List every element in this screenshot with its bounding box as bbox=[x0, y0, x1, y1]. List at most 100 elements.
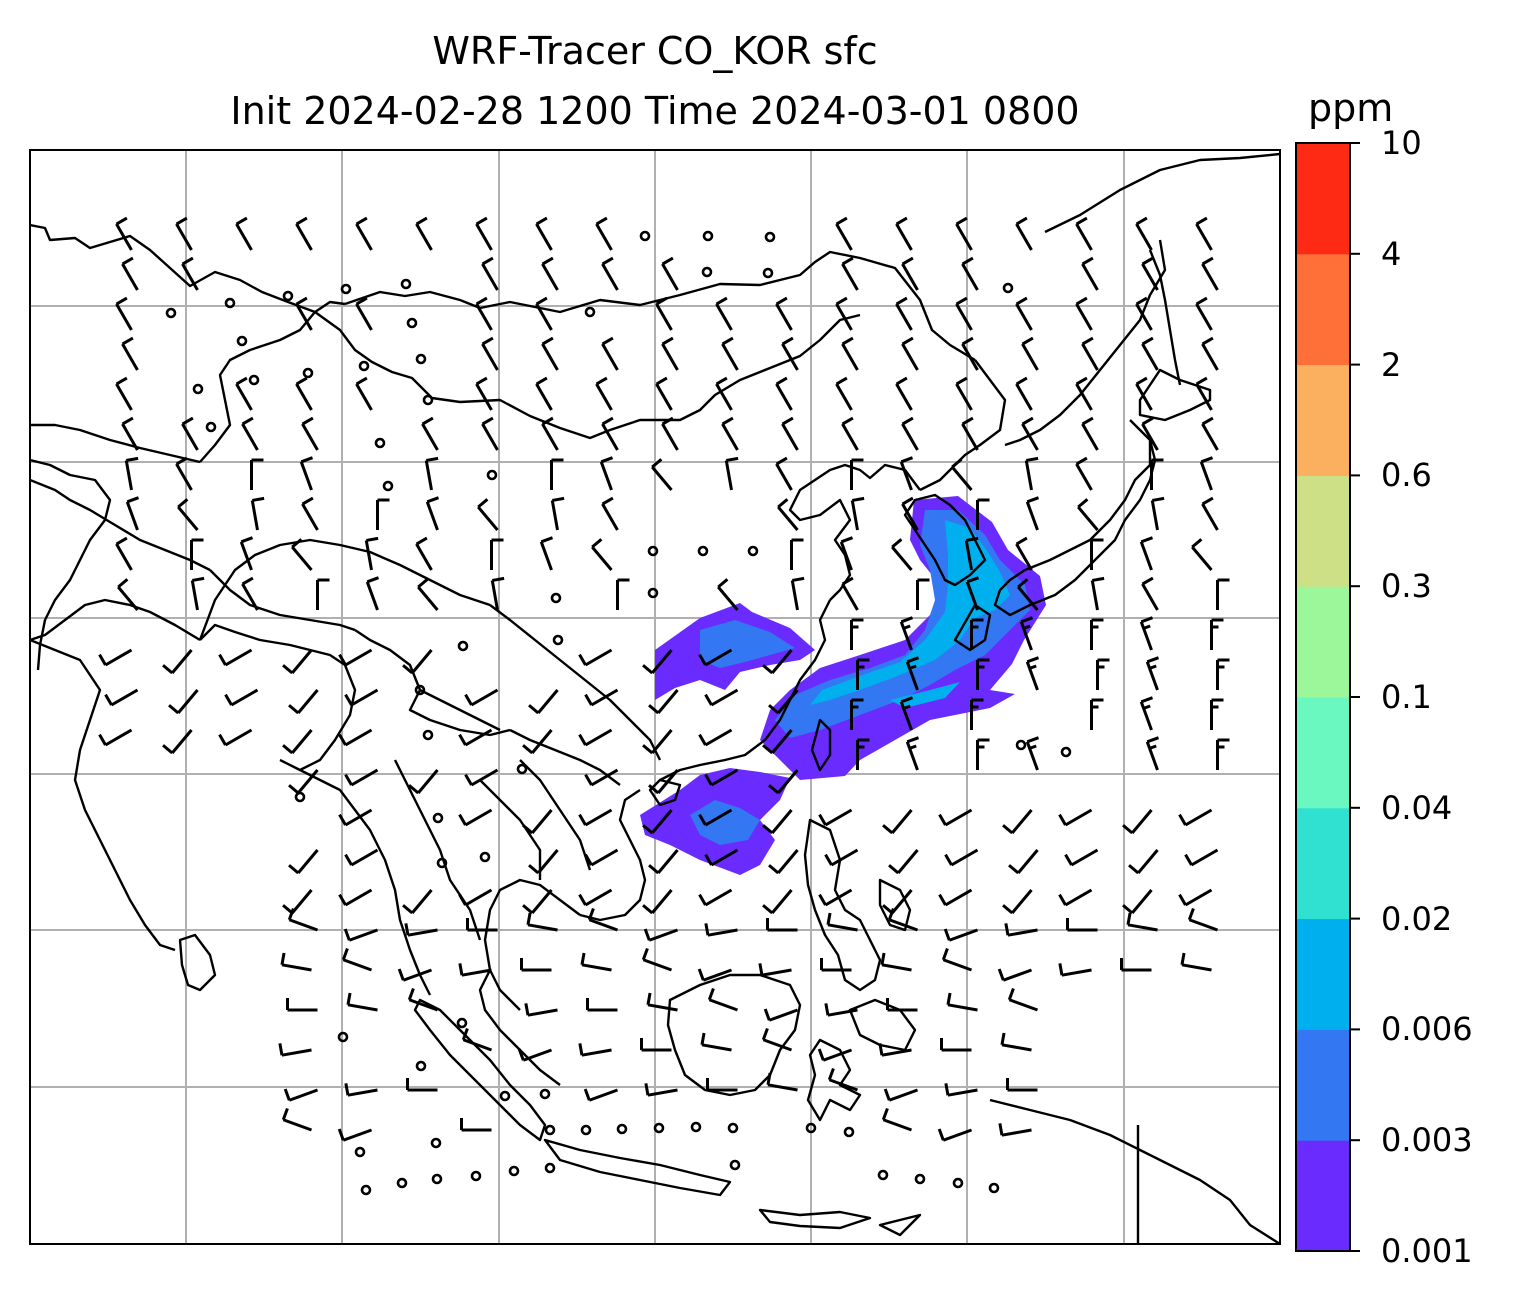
wind-barb bbox=[475, 296, 493, 331]
colorbar-segment bbox=[1296, 1140, 1350, 1252]
wind-barb bbox=[1201, 336, 1219, 371]
wind-barb bbox=[698, 888, 733, 907]
wind-barb bbox=[1180, 952, 1212, 972]
wind-barb bbox=[181, 416, 199, 451]
wind-barb bbox=[241, 416, 259, 451]
wind-barb bbox=[715, 296, 733, 331]
wind-barb bbox=[1008, 849, 1039, 875]
wind-barb bbox=[115, 536, 133, 571]
wind-barb bbox=[337, 1128, 373, 1142]
wind-barb bbox=[943, 928, 979, 942]
wind-barb bbox=[1075, 456, 1093, 491]
wind-barb bbox=[1075, 296, 1093, 331]
wind-barb bbox=[595, 376, 613, 411]
wind-barb bbox=[886, 998, 918, 1012]
wind-barb bbox=[715, 376, 733, 411]
wind-barb bbox=[239, 536, 254, 571]
wind-barb bbox=[338, 808, 373, 827]
wind-barb bbox=[241, 576, 259, 611]
wind-barb bbox=[775, 456, 793, 491]
wind-barb bbox=[706, 1078, 738, 1092]
wind-barb bbox=[1066, 918, 1098, 932]
wind-barb bbox=[899, 696, 914, 731]
calm-wind-marker bbox=[431, 1173, 443, 1185]
wind-barb bbox=[1195, 296, 1213, 331]
wind-barb bbox=[768, 849, 799, 875]
wind-barb bbox=[168, 689, 199, 715]
wind-barb bbox=[1128, 849, 1159, 875]
wind-barb bbox=[965, 576, 980, 611]
colorbar-tick-label: 2 bbox=[1381, 345, 1402, 384]
wind-barb bbox=[646, 992, 678, 1012]
wind-barb bbox=[466, 918, 498, 932]
wind-barb bbox=[698, 728, 733, 747]
coastline-segment bbox=[666, 973, 802, 1097]
colorbar-unit: ppm bbox=[1308, 86, 1394, 130]
coastline-segment bbox=[178, 933, 217, 992]
wind-barb bbox=[616, 578, 630, 610]
calm-wind-marker bbox=[360, 1184, 372, 1196]
wind-barb bbox=[824, 1003, 858, 1017]
colorbar-segment bbox=[1296, 253, 1350, 366]
wind-barb bbox=[281, 1107, 313, 1132]
coastline-segment bbox=[30, 478, 211, 572]
wind-barb bbox=[938, 888, 973, 907]
wind-barb bbox=[98, 648, 133, 667]
calm-wind-marker bbox=[690, 1121, 702, 1133]
wind-barb bbox=[162, 649, 193, 675]
wind-barb bbox=[895, 376, 913, 411]
wind-barb bbox=[817, 1048, 853, 1062]
wind-barb bbox=[528, 689, 559, 715]
wind-barb bbox=[578, 888, 613, 907]
wind-barb bbox=[901, 256, 919, 291]
calm-wind-marker bbox=[952, 1177, 964, 1189]
wind-barb bbox=[490, 538, 504, 570]
wind-barb bbox=[888, 849, 919, 875]
wind-barb bbox=[941, 947, 973, 972]
wind-barb bbox=[1024, 456, 1039, 491]
wind-barb bbox=[1081, 416, 1099, 451]
colorbar-tick-label: 0.3 bbox=[1381, 567, 1432, 606]
wind-barb bbox=[1019, 616, 1034, 651]
colorbar-tick-label: 10 bbox=[1381, 124, 1422, 162]
wind-barb bbox=[790, 538, 804, 570]
wind-barb bbox=[181, 256, 199, 291]
wind-barb bbox=[250, 496, 265, 531]
wind-barb bbox=[490, 576, 505, 611]
wind-barb bbox=[299, 456, 314, 491]
coastline-segment bbox=[810, 718, 832, 772]
wind-barb bbox=[835, 296, 853, 331]
wind-barb bbox=[288, 849, 319, 875]
wind-barb bbox=[287, 907, 319, 932]
wind-barb bbox=[295, 376, 313, 411]
wind-barb bbox=[997, 968, 1033, 982]
wind-barb bbox=[961, 336, 979, 371]
wind-barb bbox=[1141, 416, 1159, 451]
wind-barb bbox=[826, 912, 858, 932]
calm-wind-marker bbox=[843, 1126, 855, 1138]
calm-wind-marker bbox=[877, 1169, 889, 1181]
wind-barb bbox=[1178, 808, 1213, 827]
wind-barb bbox=[762, 649, 793, 675]
wind-barb bbox=[1195, 216, 1213, 251]
wind-barb bbox=[641, 947, 673, 972]
wind-barb bbox=[1025, 496, 1040, 531]
colorbar bbox=[1295, 142, 1360, 1252]
calm-wind-marker bbox=[236, 335, 248, 347]
wind-barb bbox=[346, 992, 378, 1012]
wind-barb bbox=[1096, 658, 1110, 690]
colorbar-tick-label: 0.1 bbox=[1381, 678, 1432, 716]
wind-barb bbox=[175, 456, 193, 491]
wind-barb bbox=[343, 928, 379, 942]
wind-barb bbox=[1187, 907, 1219, 932]
coastline-segment bbox=[543, 1138, 732, 1197]
wind-barb bbox=[937, 1128, 973, 1142]
wind-barb bbox=[407, 987, 439, 1012]
wind-barb bbox=[282, 649, 313, 675]
wind-barb bbox=[1135, 296, 1153, 331]
wind-barb bbox=[408, 769, 439, 795]
wind-barb bbox=[460, 1118, 492, 1132]
wind-barb bbox=[1178, 888, 1213, 907]
wind-barb bbox=[642, 809, 673, 835]
wind-barb bbox=[104, 688, 139, 707]
